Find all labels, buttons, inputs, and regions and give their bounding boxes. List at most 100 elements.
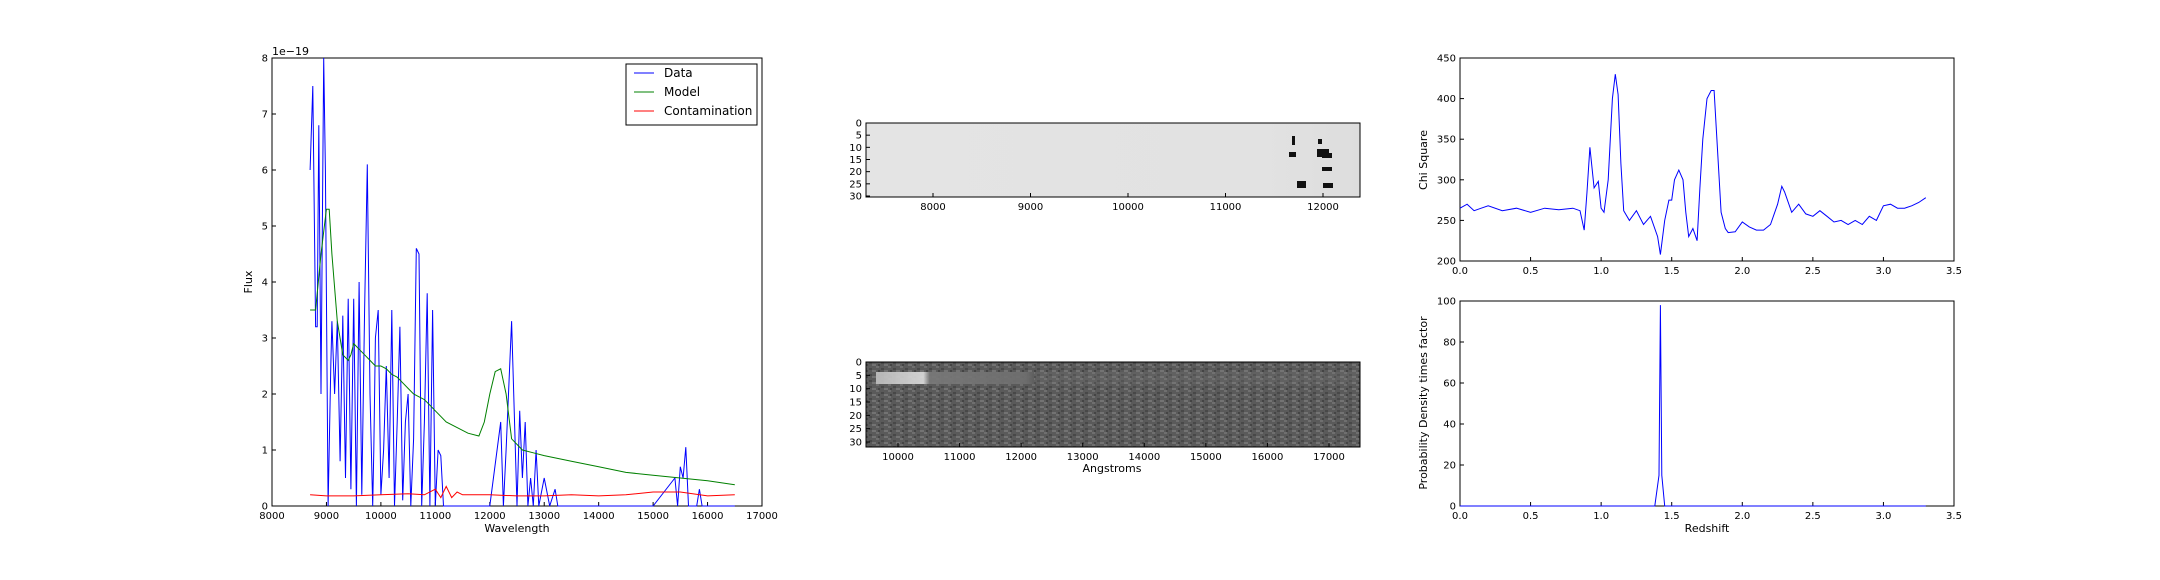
spectrum-y-tick-label: 5 bbox=[262, 222, 268, 233]
image-top-x-tick-label: 12000 bbox=[1307, 202, 1339, 213]
pdf-y-tick-label: 60 bbox=[1443, 379, 1456, 390]
chisq-x-tick-label: 3.0 bbox=[1875, 266, 1891, 277]
spectrum-y-tick-label: 4 bbox=[262, 278, 268, 289]
image-bottom-x-tick-label: 14000 bbox=[1128, 452, 1160, 463]
pdf-y-tick-label: 80 bbox=[1443, 338, 1456, 349]
pdf-x-tick-label: 2.5 bbox=[1805, 511, 1821, 522]
chisq-y-ticks: 200 250 300 350 400 450 bbox=[1437, 54, 1464, 268]
pdf-y-tick-label: 100 bbox=[1437, 297, 1456, 308]
image-top-y-tick-label: 10 bbox=[849, 143, 862, 154]
image-bottom-x-tick-label: 13000 bbox=[1067, 452, 1099, 463]
pdf-x-tick-label: 0.5 bbox=[1523, 511, 1539, 522]
chisq-x-tick-label: 0.5 bbox=[1523, 266, 1539, 277]
image-top-dark-spots bbox=[1289, 136, 1333, 188]
image-bottom-x-tick-label: 12000 bbox=[1005, 452, 1037, 463]
image-top-x-tick-label: 11000 bbox=[1210, 202, 1242, 213]
pdf-x-tick-label: 1.0 bbox=[1593, 511, 1609, 522]
spectrum-x-tick-label: 16000 bbox=[692, 511, 724, 522]
chisq-series bbox=[1459, 74, 1927, 255]
pdf-line bbox=[1460, 305, 1926, 507]
image-top-y-tick-label: 5 bbox=[856, 131, 862, 142]
chisq-x-tick-label: 2.0 bbox=[1734, 266, 1750, 277]
image-top-x-tick-label: 10000 bbox=[1112, 202, 1144, 213]
pdf-x-axis-label: Redshift bbox=[1685, 522, 1730, 535]
pdf-y-tick-label: 20 bbox=[1443, 461, 1456, 472]
pdf-x-tick-label: 3.5 bbox=[1946, 511, 1962, 522]
pdf-y-tick-label: 0 bbox=[1450, 502, 1456, 513]
pdf-y-axis-label: Probability Density times factor bbox=[1417, 316, 1430, 490]
image-bottom-x-tick-label: 16000 bbox=[1252, 452, 1284, 463]
legend-label-model: Model bbox=[664, 85, 700, 99]
spectrum-panel: 1e−19 8000 9000 10000 11000 12000 13000 14000 1… bbox=[242, 45, 778, 535]
chisq-y-tick-label: 250 bbox=[1437, 216, 1456, 227]
contamination-line bbox=[310, 485, 735, 499]
spectrum-y-tick-label: 8 bbox=[262, 54, 268, 65]
chisq-x-tick-label: 0.0 bbox=[1452, 266, 1468, 277]
spectrum-x-tick-label: 15000 bbox=[637, 511, 669, 522]
spectrum-y-tick-label: 7 bbox=[262, 110, 268, 121]
image-bottom-y-tick-label: 0 bbox=[856, 358, 862, 369]
pdf-x-tick-label: 0.0 bbox=[1452, 511, 1468, 522]
legend-label-contamination: Contamination bbox=[664, 104, 752, 118]
image-top-x-tick-label: 9000 bbox=[1018, 202, 1043, 213]
image-bottom-x-tick-label: 17000 bbox=[1313, 452, 1345, 463]
chisq-x-ticks: 0.0 0.5 1.0 1.5 2.0 2.5 3.0 3.5 bbox=[1452, 257, 1962, 277]
spectrum-y-tick-label: 3 bbox=[262, 334, 268, 345]
pdf-series bbox=[1460, 305, 1926, 507]
spectrum-x-tick-label: 12000 bbox=[474, 511, 506, 522]
chisq-y-axis-label: Chi Square bbox=[1417, 130, 1430, 190]
pdf-panel: 0.0 0.5 1.0 1.5 2.0 2.5 3.0 3.5 0 20 40 60 80 100 Re… bbox=[1417, 297, 1962, 536]
image-bottom-y-tick-label: 15 bbox=[849, 398, 862, 409]
chisq-y-tick-label: 450 bbox=[1437, 54, 1456, 65]
chisq-x-tick-label: 2.5 bbox=[1805, 266, 1821, 277]
image-top-x-ticks: 8000 9000 10000 11000 12000 bbox=[920, 193, 1339, 213]
spectrum-x-tick-label: 11000 bbox=[419, 511, 451, 522]
legend-box bbox=[625, 63, 758, 126]
image-bottom-y-tick-label: 5 bbox=[856, 371, 862, 382]
spectrum-y-tick-label: 6 bbox=[262, 166, 268, 177]
chisq-y-tick-label: 350 bbox=[1437, 135, 1456, 146]
image-bottom-y-tick-label: 10 bbox=[849, 384, 862, 395]
spectrum-image-bottom-panel: 10000 11000 12000 13000 14000 15000 16000 17000… bbox=[849, 358, 1361, 475]
chisq-panel: 0.0 0.5 1.0 1.5 2.0 2.5 3.0 3.5 200 250 300 350 400… bbox=[1417, 54, 1962, 278]
model-line bbox=[310, 208, 735, 486]
image-bottom-x-axis-label: Angstroms bbox=[1083, 462, 1142, 475]
image-top-x-tick-label: 8000 bbox=[920, 202, 945, 213]
image-bottom-y-tick-label: 30 bbox=[849, 438, 862, 449]
image-top-background bbox=[866, 123, 1360, 197]
pdf-x-ticks: 0.0 0.5 1.0 1.5 2.0 2.5 3.0 3.5 bbox=[1452, 502, 1962, 522]
spectrum-x-tick-label: 17000 bbox=[746, 511, 778, 522]
spectrum-x-tick-label: 8000 bbox=[259, 511, 284, 522]
pdf-axes-frame bbox=[1459, 300, 1955, 507]
image-top-y-tick-label: 0 bbox=[856, 119, 862, 130]
spectrum-y-tick-label: 2 bbox=[262, 390, 268, 401]
spectrum-scale-note: 1e−19 bbox=[272, 45, 309, 58]
chisq-x-tick-label: 1.0 bbox=[1593, 266, 1609, 277]
spectrum-y-axis-label: Flux bbox=[242, 270, 255, 293]
image-top-y-tick-label: 30 bbox=[849, 192, 862, 203]
pdf-x-tick-label: 3.0 bbox=[1875, 511, 1891, 522]
pdf-x-tick-label: 1.5 bbox=[1664, 511, 1680, 522]
image-top-y-tick-label: 25 bbox=[849, 179, 862, 190]
image-bottom-x-tick-label: 10000 bbox=[882, 452, 914, 463]
image-bottom-y-ticks: 0 5 10 15 20 25 30 bbox=[849, 358, 870, 449]
spectrum-x-tick-label: 9000 bbox=[314, 511, 339, 522]
chisq-x-tick-label: 1.5 bbox=[1664, 266, 1680, 277]
image-top-y-tick-label: 20 bbox=[849, 167, 862, 178]
spectrum-y-tick-label: 1 bbox=[262, 446, 268, 457]
pdf-x-tick-label: 2.0 bbox=[1734, 511, 1750, 522]
spectrum-x-tick-label: 14000 bbox=[583, 511, 615, 522]
chisq-x-tick-label: 3.5 bbox=[1946, 266, 1962, 277]
spectrum-x-tick-label: 10000 bbox=[365, 511, 397, 522]
image-bottom-x-tick-label: 11000 bbox=[944, 452, 976, 463]
image-bottom-x-ticks: 10000 11000 12000 13000 14000 15000 16000 17000 bbox=[882, 443, 1345, 463]
image-bottom-frame bbox=[865, 361, 1361, 448]
image-top-y-tick-label: 15 bbox=[849, 155, 862, 166]
pdf-y-ticks: 0 20 40 60 80 100 bbox=[1437, 297, 1464, 513]
chisq-y-tick-label: 200 bbox=[1437, 257, 1456, 268]
spectrum-x-axis-label: Wavelength bbox=[484, 522, 549, 535]
chisq-axes-frame bbox=[1459, 57, 1955, 262]
